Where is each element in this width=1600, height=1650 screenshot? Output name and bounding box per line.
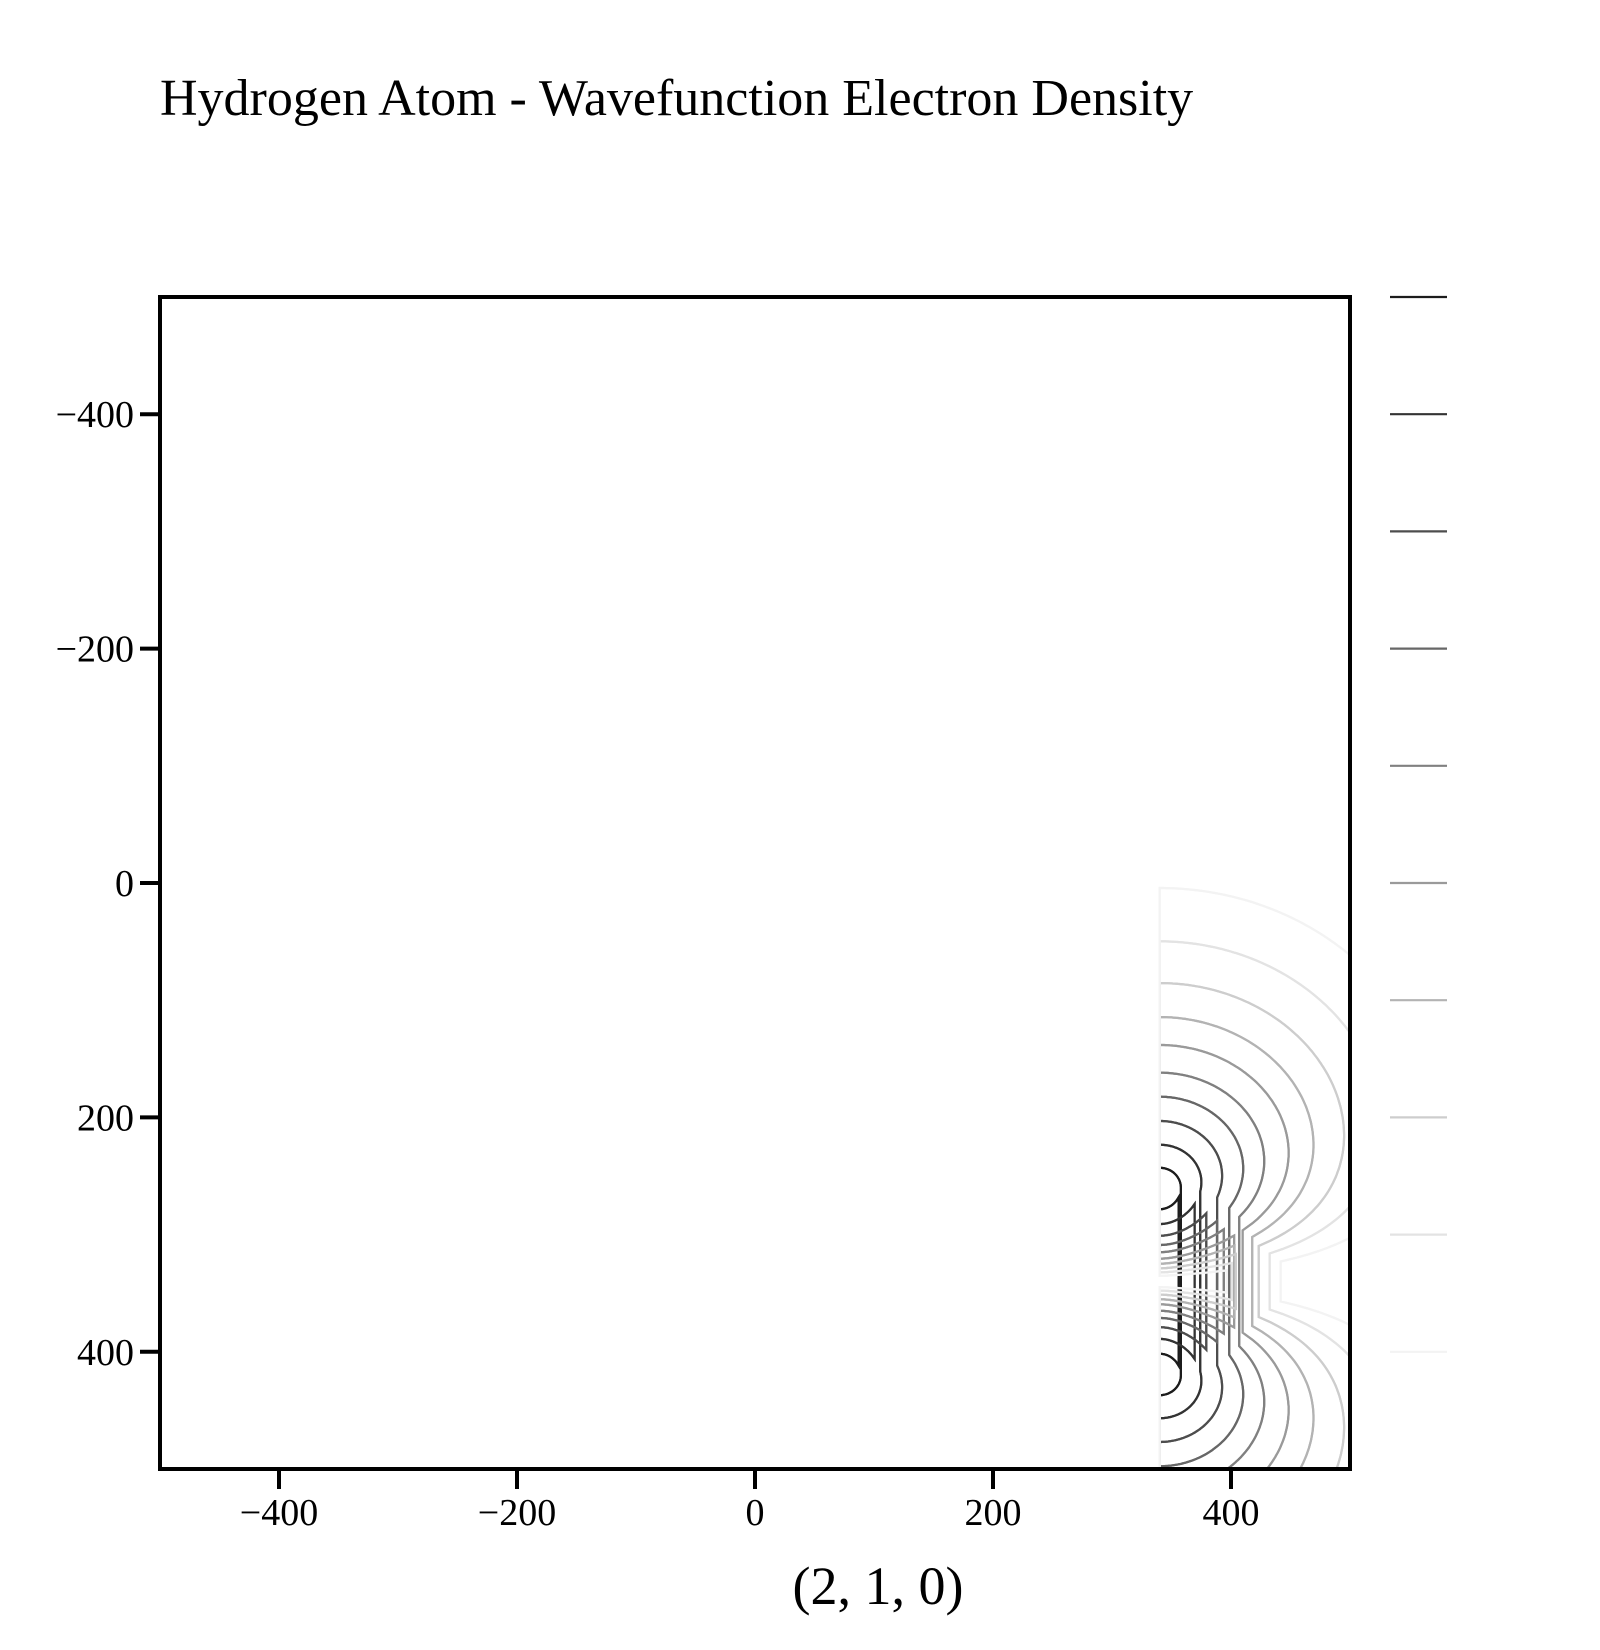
contour-line bbox=[1158, 940, 1350, 1469]
x-tick-label: −400 bbox=[240, 1492, 318, 1534]
x-axis-label: (2, 1, 0) bbox=[793, 1556, 964, 1616]
x-tick-label: 200 bbox=[965, 1492, 1022, 1534]
contour-line bbox=[1158, 1071, 1266, 1469]
contour-lines bbox=[1158, 886, 1350, 1469]
contour-legend bbox=[1390, 295, 1447, 1353]
y-tick-label: 200 bbox=[77, 1097, 134, 1139]
y-axis: −400 −200 0 200 400 bbox=[56, 394, 160, 1374]
contour-line bbox=[1158, 1071, 1266, 1469]
contour-line bbox=[1158, 1166, 1182, 1397]
plot-frame bbox=[158, 295, 1352, 1471]
chart-title: Hydrogen Atom - Wavefunction Electron De… bbox=[160, 70, 1193, 127]
contour-line bbox=[1158, 1095, 1245, 1468]
y-tick-label: 400 bbox=[77, 1332, 134, 1374]
x-tick-label: −200 bbox=[478, 1492, 556, 1534]
x-tick-label: 0 bbox=[746, 1492, 765, 1534]
y-tick-label: 0 bbox=[115, 863, 134, 905]
x-axis: −400 −200 0 200 400 bbox=[240, 1469, 1260, 1534]
contour-line bbox=[1158, 886, 1350, 1469]
y-tick-label: −200 bbox=[56, 629, 134, 671]
x-tick-label: 400 bbox=[1203, 1492, 1260, 1534]
y-tick-label: −400 bbox=[56, 394, 134, 436]
contour-line bbox=[1158, 1095, 1245, 1468]
